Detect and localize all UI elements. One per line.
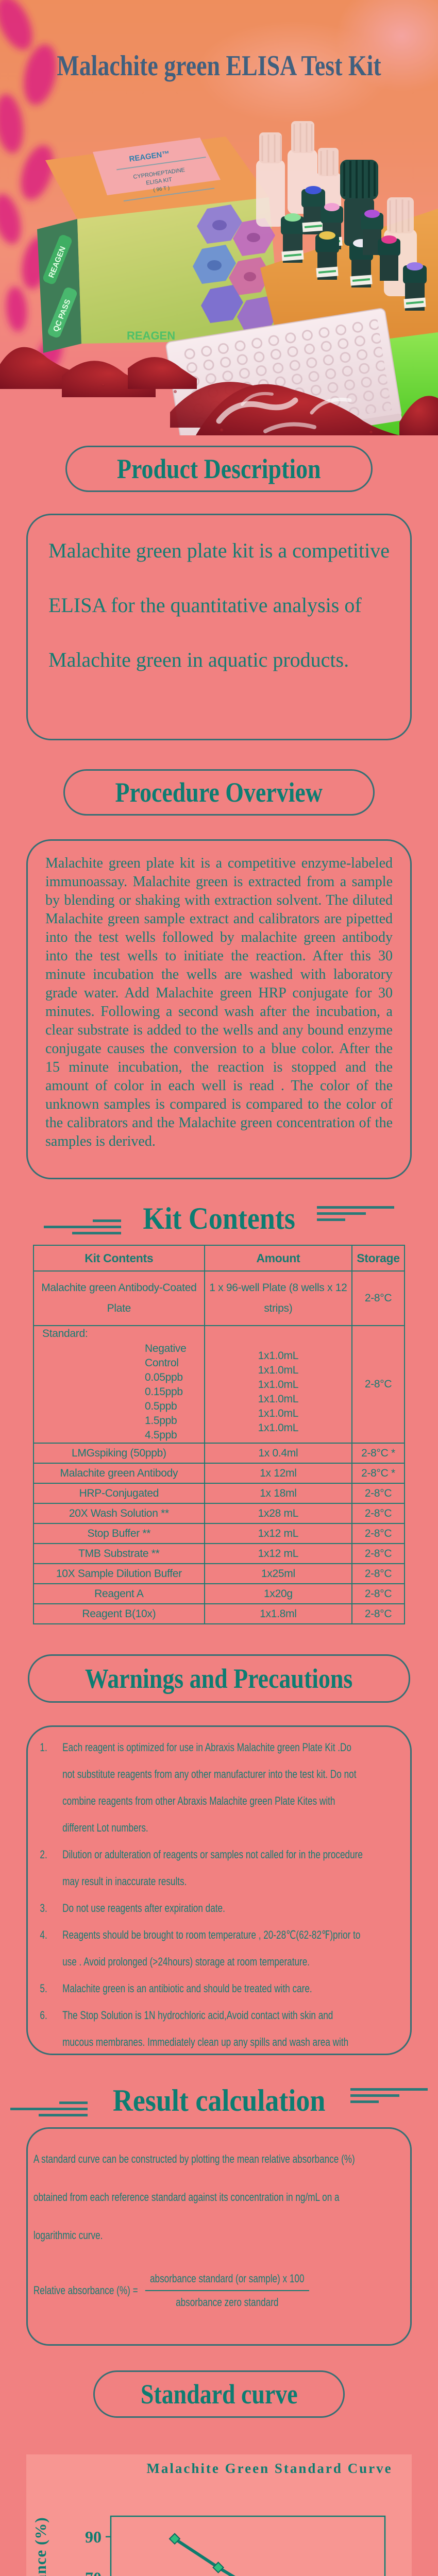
product-description-heading: Product Description bbox=[65, 446, 373, 492]
reagent-vials bbox=[281, 160, 427, 311]
procedure-overview-heading-label: Procedure Overview bbox=[115, 777, 323, 808]
hexagon-collage bbox=[193, 205, 278, 334]
page-title: Malachite green ELISA Test Kit bbox=[57, 50, 381, 82]
standard-label: Standard: bbox=[42, 1328, 88, 1340]
cell-amount: 1 x 96-well Plate (8 wells x 12 strips) bbox=[204, 1270, 353, 1326]
list-item: Reagents should be brought to room tempe… bbox=[40, 1922, 361, 1968]
vial bbox=[378, 235, 400, 281]
product-description-box: Malachite green plate kit is a competiti… bbox=[26, 514, 412, 740]
svg-text:70: 70 bbox=[85, 2568, 102, 2576]
kit-contents-heading: Kit Contents bbox=[0, 1198, 438, 1239]
front-brand-text: REAGEN bbox=[127, 329, 175, 342]
table-row: Stop Buffer ** 1x12 mL 2-8°C bbox=[33, 1523, 405, 1544]
result-calculation-box: A standard curve can be constructed by p… bbox=[26, 2127, 412, 2346]
svg-text:90: 90 bbox=[85, 2528, 102, 2546]
vial bbox=[349, 239, 373, 287]
column-header: Amount bbox=[204, 1245, 353, 1272]
triple-line-icon bbox=[10, 2101, 88, 2116]
list-item: Each reagent is optimized for use in Abr… bbox=[40, 1734, 357, 1834]
list-item: Malachite green is an antibiotic and sho… bbox=[40, 1975, 312, 2002]
triple-line-icon bbox=[317, 1206, 395, 1221]
svg-text:Relative Absorbance (%): Relative Absorbance (%) bbox=[31, 2517, 49, 2576]
cell-name: Malachite green Antibody-Coated Plate bbox=[33, 1270, 205, 1326]
vial bbox=[403, 262, 427, 311]
result-calculation-heading-label: Result calculation bbox=[112, 2083, 326, 2117]
triple-line-icon bbox=[43, 1219, 121, 1234]
product-photo: REAGEN™ CYPROHEPTADINE ELISA KIT ( 96 T … bbox=[0, 121, 438, 435]
product-description-heading-label: Product Description bbox=[117, 453, 321, 484]
vial bbox=[301, 186, 325, 234]
warnings-heading-label: Warnings and Precautions bbox=[85, 1663, 353, 1694]
result-calculation-body: A standard curve can be constructed by p… bbox=[33, 2153, 355, 2242]
warnings-box: Each reagent is optimized for use in Abr… bbox=[26, 1725, 412, 2055]
standard-curve-heading-label: Standard curve bbox=[140, 2379, 298, 2410]
procedure-overview-box: Malachite green plate kit is a competiti… bbox=[26, 839, 412, 1179]
table-row: Reagent A 1x20g 2-8°C bbox=[33, 1583, 405, 1604]
column-header: Storage bbox=[351, 1245, 405, 1272]
table-row: Reagent B(10x) 1x1.8ml 2-8°C bbox=[33, 1603, 405, 1624]
cell-storage: 2-8°C bbox=[351, 1270, 405, 1326]
kit-contents-table: Kit Contents Amount Storage Malachite gr… bbox=[33, 1245, 405, 1624]
standard-curve-chart: Malachite Green Standard Curve1030507090… bbox=[26, 2454, 412, 2576]
vial bbox=[315, 231, 339, 280]
smoke-wisps bbox=[216, 392, 352, 433]
kit-contents-heading-label: Kit Contents bbox=[143, 1201, 295, 1235]
table-row: TMB Substrate ** 1x12 mL 2-8°C bbox=[33, 1543, 405, 1564]
table-row: 20X Wash Solution ** 1x28 mL 2-8°C bbox=[33, 1503, 405, 1524]
result-calculation-heading: Result calculation bbox=[0, 2080, 438, 2121]
standard-curve-heading: Standard curve bbox=[93, 2370, 345, 2418]
list-item: Dilution or adulteration of reagents or … bbox=[40, 1841, 363, 1888]
table-row: HRP-Conjugated 1x 18ml 2-8°C bbox=[33, 1483, 405, 1504]
table-header-row: Kit Contents Amount Storage bbox=[33, 1245, 405, 1272]
corner-blob-decoration bbox=[335, 0, 438, 93]
formula-fraction: absorbance standard (or sample) x 100 ab… bbox=[145, 2272, 309, 2309]
list-item: The Stop Solution is 1N hydrochloric aci… bbox=[40, 2002, 349, 2048]
list-item: Do not use reagents after expiration dat… bbox=[40, 1895, 225, 1922]
column-header: Kit Contents bbox=[33, 1245, 205, 1272]
table-row: 10X Sample Dilution Buffer 1x25ml 2-8°C bbox=[33, 1563, 405, 1584]
hero-section: Malachite green ELISA Test Kit bbox=[0, 0, 438, 435]
warnings-list: Each reagent is optimized for use in Abr… bbox=[28, 1734, 368, 2054]
relative-absorbance-formula: Relative absorbance (%) = absorbance sta… bbox=[28, 2272, 368, 2309]
box-label-line3: ( 96 T ) bbox=[153, 185, 170, 193]
cell-standard-names: Standard: Negative Control 0.05ppb 0.15p… bbox=[33, 1325, 205, 1444]
triple-line-icon bbox=[350, 2088, 428, 2103]
table-row: Malachite green Antibody 1x 12ml 2-8°C * bbox=[33, 1463, 405, 1484]
formula-numerator: absorbance standard (or sample) x 100 bbox=[150, 2272, 305, 2285]
table-row: Malachite green Antibody-Coated Plate 1 … bbox=[33, 1270, 405, 1326]
warnings-heading: Warnings and Precautions bbox=[28, 1654, 410, 1703]
procedure-overview-body: Malachite green plate kit is a competiti… bbox=[45, 855, 393, 1149]
svg-text:Malachite Green Standard Curve: Malachite Green Standard Curve bbox=[146, 2461, 392, 2476]
procedure-overview-heading: Procedure Overview bbox=[63, 769, 375, 816]
table-row: LMGspiking (50ppb) 1x 0.4ml 2-8°C * bbox=[33, 1443, 405, 1464]
standard-curve-svg: Malachite Green Standard Curve1030507090… bbox=[31, 2461, 392, 2576]
leaf-decoration bbox=[0, 0, 63, 375]
vial bbox=[361, 210, 383, 255]
formula-denominator: absorbance zero standard bbox=[145, 2290, 309, 2309]
cell-standard-amounts: 1x1.0mL 1x1.0mL 1x1.0mL 1x1.0mL 1x1.0mL … bbox=[204, 1325, 353, 1444]
cell-storage: 2-8°C bbox=[351, 1325, 405, 1444]
vial bbox=[281, 213, 305, 263]
product-description-body: Malachite green plate kit is a competiti… bbox=[48, 539, 390, 671]
kit-box-left: REAGEN™ CYPROHEPTADINE ELISA KIT ( 96 T … bbox=[37, 137, 281, 353]
table-row-standard-group: Standard: Negative Control 0.05ppb 0.15p… bbox=[33, 1325, 405, 1444]
formula-label: Relative absorbance (%) = bbox=[33, 2284, 138, 2297]
